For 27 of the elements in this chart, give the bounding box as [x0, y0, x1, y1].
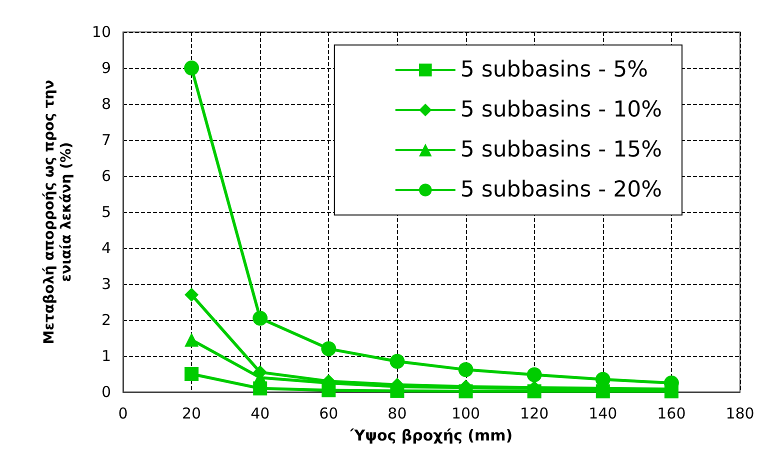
y-axis-title: Μεταβολή απορροής ως προς την ενιαία λεκάνη (%)	[42, 80, 74, 344]
y-tick-label: 8	[101, 95, 111, 113]
x-tick-label: 20	[182, 404, 202, 422]
legend-label: 5 subbasins - 10%	[460, 98, 662, 122]
y-tick-label: 7	[101, 131, 111, 149]
x-tick-label: 60	[319, 404, 338, 422]
legend-label: 5 subbasins - 5%	[460, 58, 648, 82]
x-axis-title: Ύψος βροχής (mm)	[349, 426, 513, 444]
x-tick-label: 100	[451, 404, 480, 422]
y-tick-label: 10	[92, 23, 111, 41]
x-tick-label: 180	[726, 404, 754, 422]
y-tick-label: 0	[101, 383, 111, 401]
y-tick-label: 9	[101, 59, 111, 77]
x-tick-label: 40	[250, 404, 270, 422]
y-tick-label: 5	[101, 203, 111, 221]
y-tick-label: 4	[101, 239, 111, 257]
x-tick-label: 160	[657, 404, 686, 422]
y-tick-label: 2	[101, 311, 111, 329]
x-tick-label: 140	[588, 404, 618, 422]
y-tick-label: 1	[101, 347, 111, 365]
y-tick-label: 3	[101, 275, 111, 293]
x-tick-label: 120	[520, 404, 549, 422]
legend-label: 5 subbasins - 15%	[460, 138, 662, 162]
y-tick-label: 6	[101, 167, 111, 185]
x-tick-label: 80	[388, 404, 407, 422]
x-tick-label: 0	[118, 404, 128, 422]
legend-label: 5 subbasins - 20%	[460, 178, 662, 202]
